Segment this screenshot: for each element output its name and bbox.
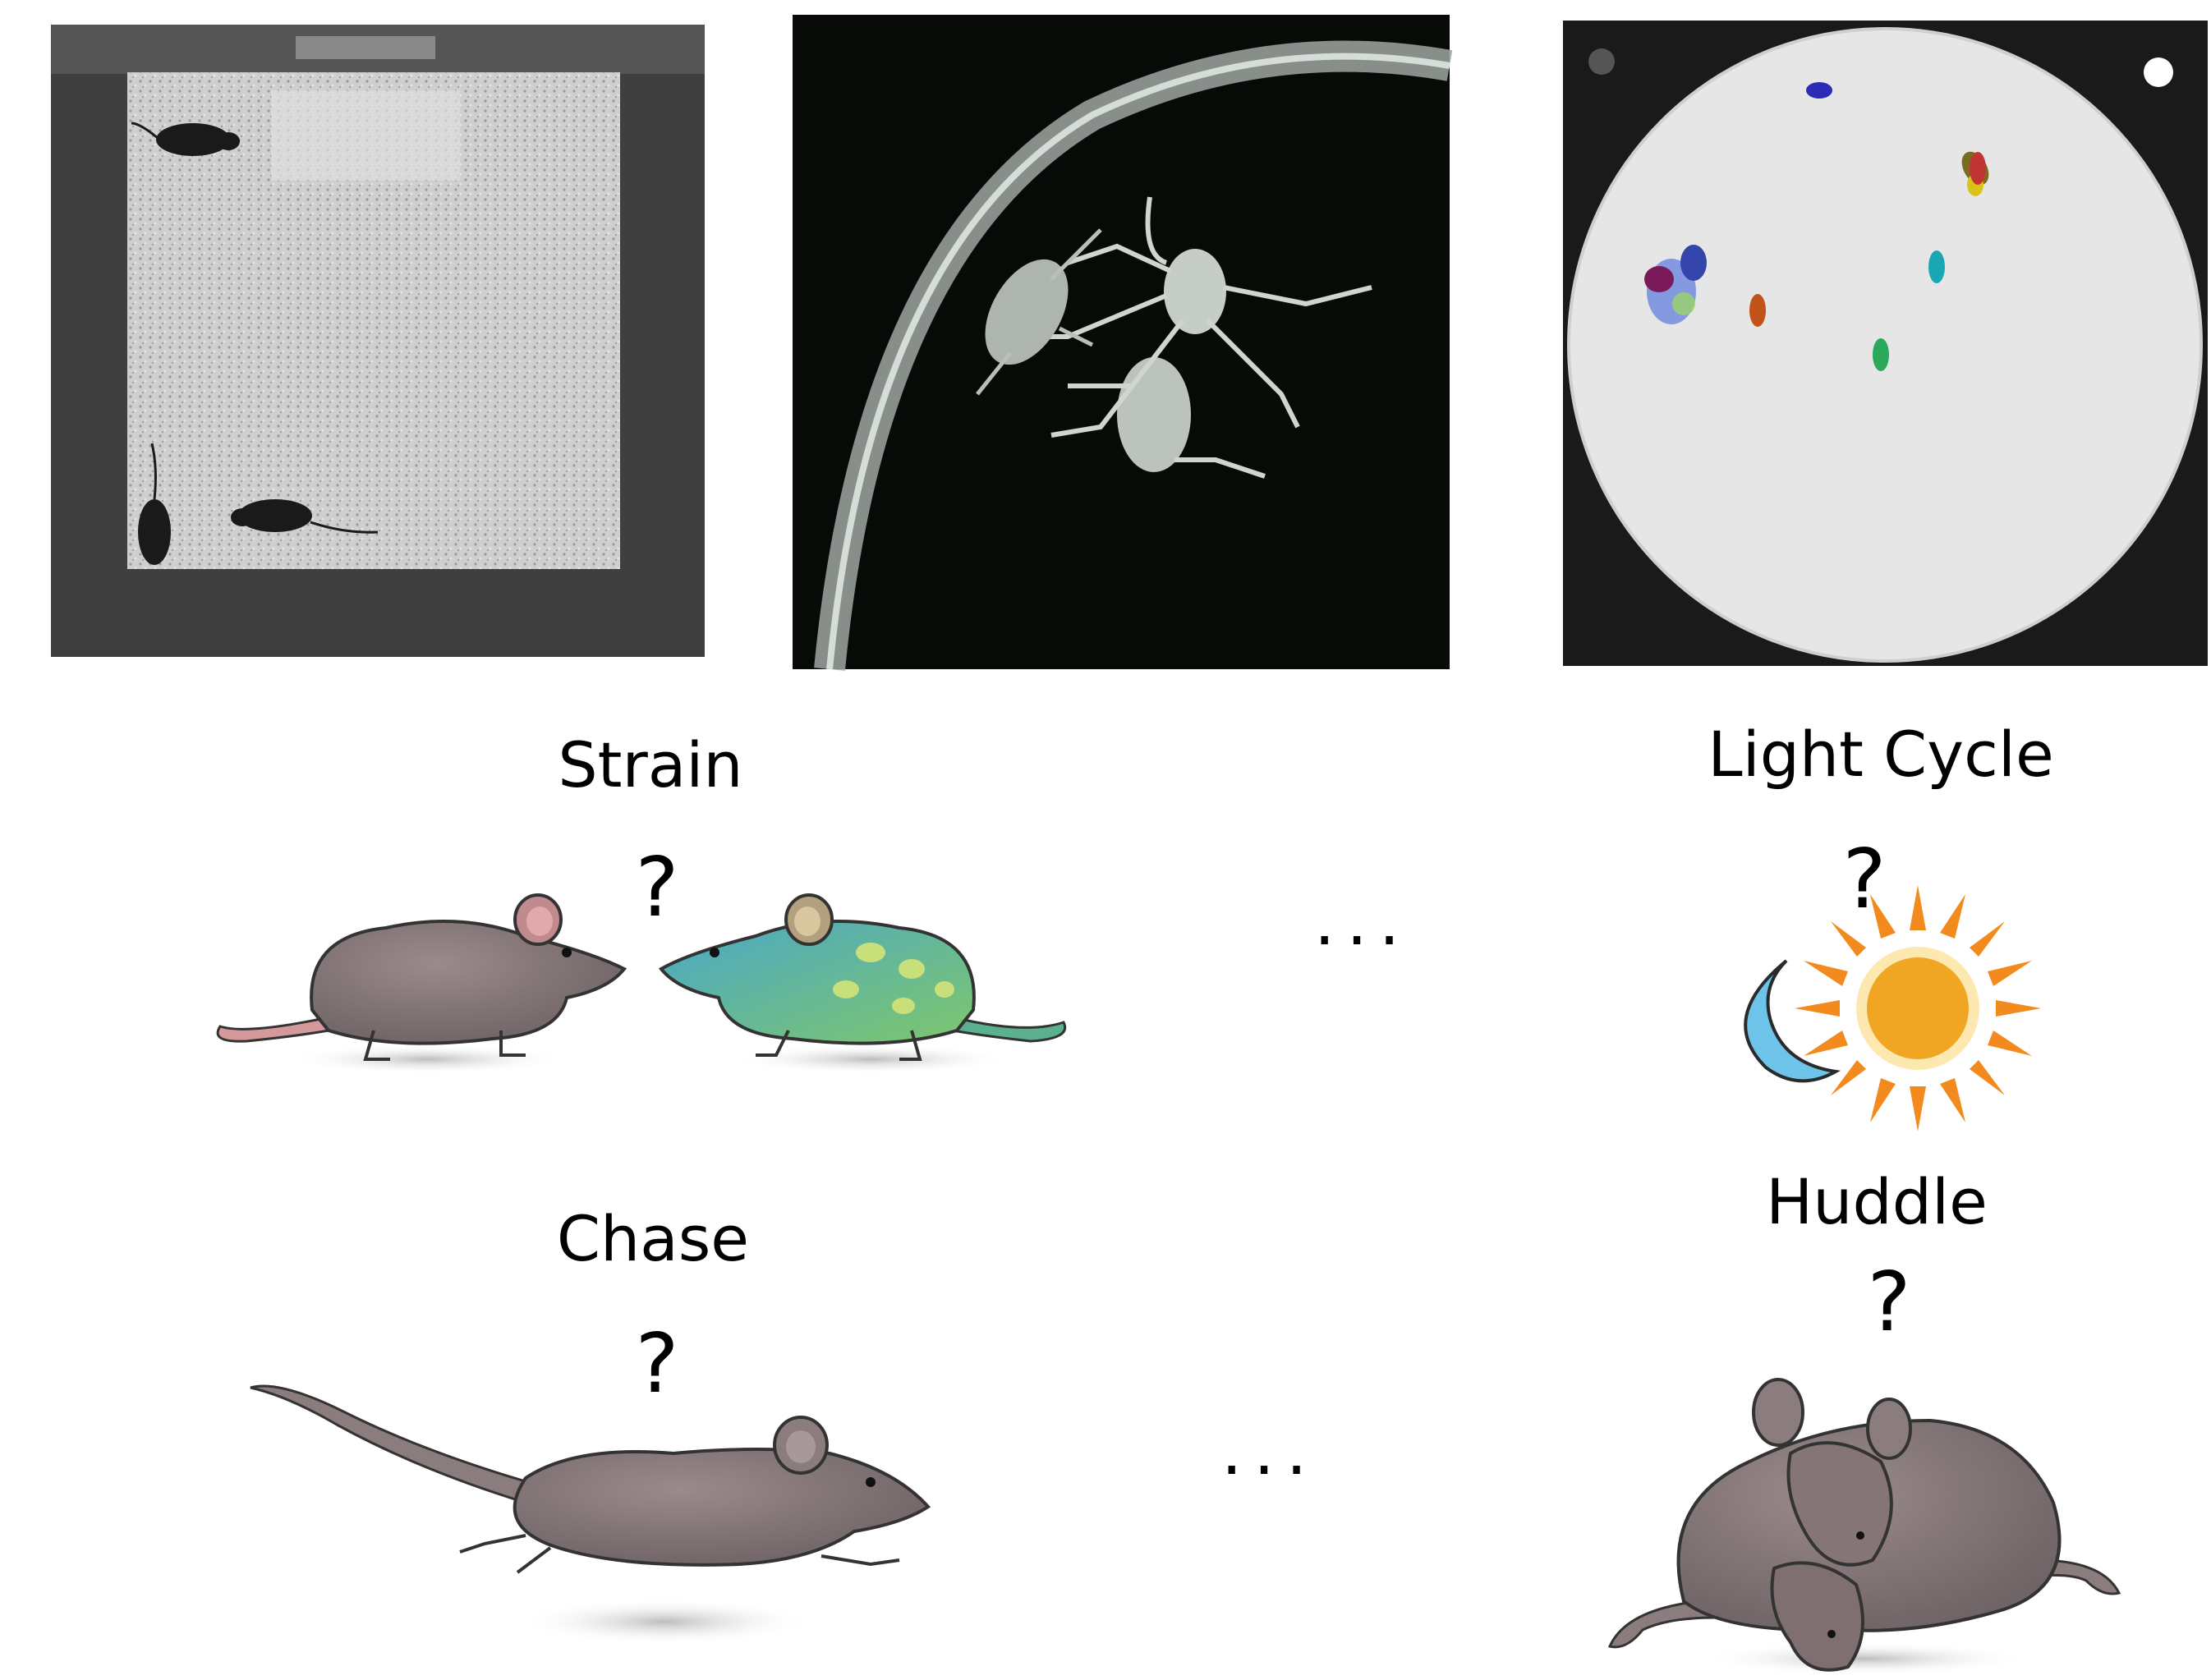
chase-question-mark: ?: [635, 1315, 678, 1411]
moon-icon: [1744, 959, 1841, 1083]
fly-arena-photo: [1563, 21, 2208, 666]
strain-question-mark: ?: [635, 839, 678, 935]
strain-label: Strain: [558, 728, 742, 801]
spider-arena-photo: [793, 15, 1453, 671]
ellipsis-bottom: ...: [1221, 1413, 1318, 1490]
ellipsis-top: ...: [1314, 884, 1411, 960]
mouse-silhouette: [231, 499, 379, 534]
huddle-label: Huddle: [1766, 1165, 1988, 1238]
mouse-arena-photo: [51, 25, 705, 657]
huddle-question-mark: ?: [1867, 1254, 1910, 1350]
mouse-silhouette: [131, 122, 240, 156]
mouse-silhouette: [138, 443, 171, 565]
spider-figure: [1043, 196, 1372, 479]
running-mouse-illustration: [250, 1384, 931, 1645]
spider-figure: [976, 228, 1102, 396]
fly-tracks: [1644, 82, 1989, 371]
huddling-mice-illustration: [1607, 1378, 2121, 1675]
chase-label: Chase: [557, 1202, 749, 1275]
green-mouse-illustration: [658, 893, 1067, 1074]
sun-icon: [1795, 885, 2041, 1131]
light-cycle-label: Light Cycle: [1708, 718, 2054, 791]
brown-mouse-illustration: [216, 893, 627, 1074]
